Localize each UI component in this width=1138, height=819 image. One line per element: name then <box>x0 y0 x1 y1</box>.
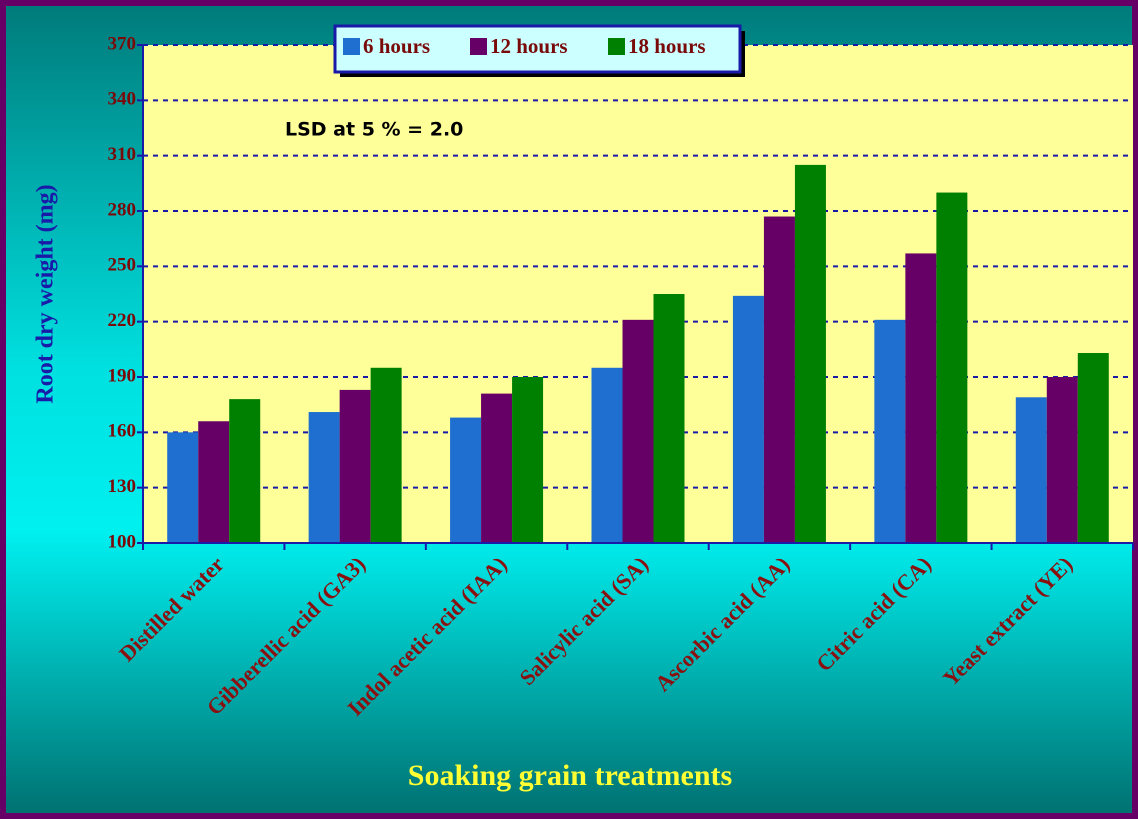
legend-box <box>333 24 742 74</box>
bar <box>481 393 513 543</box>
bar <box>1015 397 1047 543</box>
y-tick-label: 100 <box>108 531 137 552</box>
bar <box>450 417 482 543</box>
y-tick-label: 250 <box>108 255 137 276</box>
y-tick-label: 130 <box>108 476 137 497</box>
y-tick-label: 340 <box>108 89 137 110</box>
y-tick-label: 160 <box>108 421 137 442</box>
bar <box>1046 377 1078 543</box>
bar <box>167 432 199 543</box>
annotation: LSD at 5 % = 2.0 <box>285 119 463 141</box>
bar <box>653 294 685 543</box>
bar <box>512 377 544 543</box>
legend-label: 12 hours <box>490 34 568 58</box>
bar <box>229 399 261 543</box>
bar <box>1077 353 1109 543</box>
bar <box>763 216 795 544</box>
y-tick-label: 220 <box>108 310 137 331</box>
legend-label: 18 hours <box>628 34 706 58</box>
y-axis-title: Root dry weight (mg) <box>33 184 59 403</box>
legend-label: 6 hours <box>363 34 430 58</box>
bar <box>339 389 371 543</box>
bar <box>732 295 764 543</box>
bar <box>370 367 402 543</box>
bar <box>308 412 340 543</box>
legend-swatch <box>608 38 625 55</box>
bar <box>794 164 826 543</box>
bar <box>198 421 230 543</box>
y-tick-label: 280 <box>108 199 137 220</box>
bar <box>591 367 623 543</box>
legend-swatch <box>343 38 360 55</box>
y-tick-label: 190 <box>108 365 137 386</box>
bar <box>874 319 906 543</box>
x-axis-title: Soaking grain treatments <box>408 759 732 792</box>
bar <box>936 192 968 544</box>
bar <box>622 319 654 543</box>
y-tick-label: 310 <box>108 144 137 165</box>
legend-swatch <box>470 38 487 55</box>
bar <box>905 253 937 543</box>
y-tick-label: 370 <box>108 33 137 54</box>
